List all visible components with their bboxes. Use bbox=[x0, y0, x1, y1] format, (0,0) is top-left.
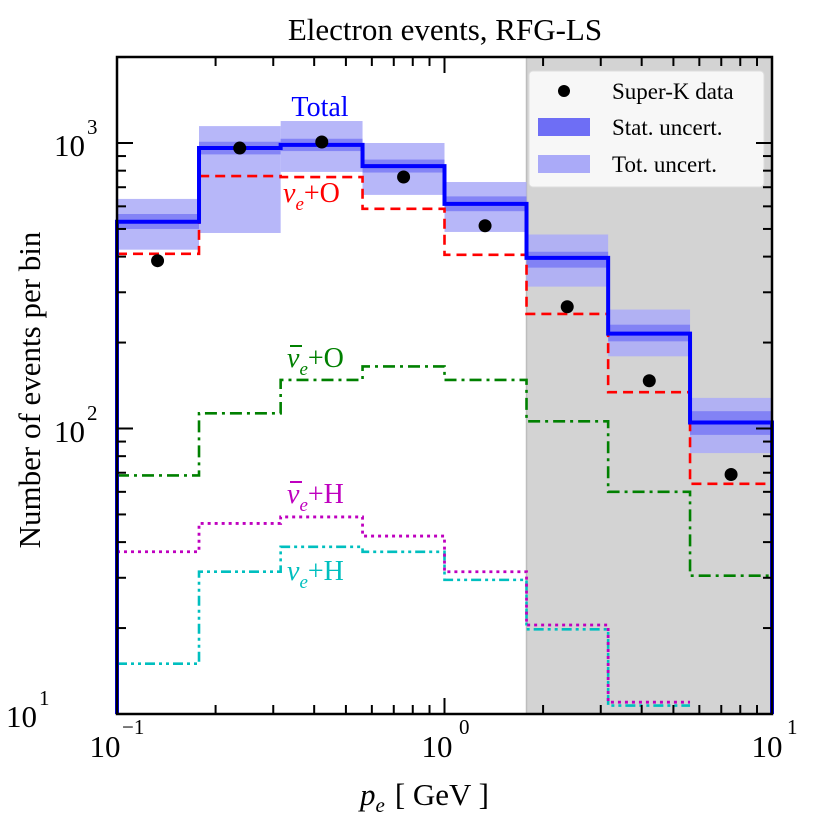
legend-label-tot: Tot. uncert. bbox=[612, 152, 717, 177]
svg-text:pe[ GeV ]: pe[ GeV ] bbox=[358, 777, 489, 817]
label-nuebar-h: νe+H bbox=[287, 479, 344, 516]
legend: Super-K data Stat. uncert. Tot. uncert. bbox=[528, 70, 765, 188]
svg-text:−1: −1 bbox=[122, 715, 144, 739]
data-point bbox=[151, 254, 165, 268]
label-nuebar-o: νe+O bbox=[287, 343, 344, 380]
y-axis-label: Number of events per bin bbox=[12, 231, 47, 548]
data-point bbox=[724, 468, 738, 482]
svg-text:νe+O: νe+O bbox=[287, 343, 344, 380]
data-point bbox=[478, 219, 492, 233]
svg-text:10: 10 bbox=[422, 729, 453, 764]
x-tick-label-1: 10 0 bbox=[422, 715, 470, 764]
data-point bbox=[642, 374, 656, 388]
svg-text:10: 10 bbox=[752, 729, 783, 764]
svg-text:1: 1 bbox=[39, 686, 50, 710]
plot-frame bbox=[115, 55, 774, 716]
series-Total bbox=[115, 142, 774, 714]
legend-dot-icon bbox=[558, 85, 570, 97]
x-tick-label-10: 10 1 bbox=[752, 715, 798, 764]
y-tick-label-100: 10 2 bbox=[54, 401, 98, 449]
legend-tot-swatch bbox=[538, 155, 590, 173]
y-tick-label-1000: 10 3 bbox=[54, 115, 98, 163]
data-point bbox=[233, 141, 247, 155]
x-tick-label-0.1: 10 −1 bbox=[90, 715, 145, 764]
svg-text:10: 10 bbox=[54, 414, 85, 449]
series-nue+H bbox=[117, 545, 691, 707]
label-nue-h: νe+H bbox=[287, 556, 344, 593]
svg-text:1: 1 bbox=[787, 715, 798, 739]
svg-text:0: 0 bbox=[459, 715, 470, 739]
data-point bbox=[315, 135, 329, 149]
series-lines bbox=[115, 142, 774, 714]
legend-stat-swatch bbox=[538, 118, 590, 136]
series-nuebar+O bbox=[117, 365, 772, 578]
svg-text:νe+O: νe+O bbox=[283, 178, 340, 215]
data-point bbox=[560, 300, 574, 314]
svg-text:10: 10 bbox=[54, 128, 85, 163]
super-k-data-points bbox=[151, 135, 738, 482]
svg-text:10: 10 bbox=[6, 699, 37, 734]
x-axis-label: pe[ GeV ] bbox=[358, 777, 489, 817]
svg-text:3: 3 bbox=[87, 115, 98, 139]
svg-text:10: 10 bbox=[90, 729, 121, 764]
series-nue+O bbox=[117, 174, 772, 486]
label-total: Total bbox=[291, 92, 348, 123]
svg-text:νe+H: νe+H bbox=[287, 479, 344, 516]
chart-title: Electron events, RFG-LS bbox=[288, 12, 602, 47]
legend-label-stat: Stat. uncert. bbox=[612, 115, 723, 140]
y-tick-label-10: 10 1 bbox=[6, 686, 50, 734]
svg-text:2: 2 bbox=[87, 401, 98, 425]
legend-label-data: Super-K data bbox=[612, 79, 734, 104]
label-nue-o: νe+O bbox=[283, 178, 340, 215]
svg-text:νe+H: νe+H bbox=[287, 556, 344, 593]
data-point bbox=[397, 170, 411, 184]
